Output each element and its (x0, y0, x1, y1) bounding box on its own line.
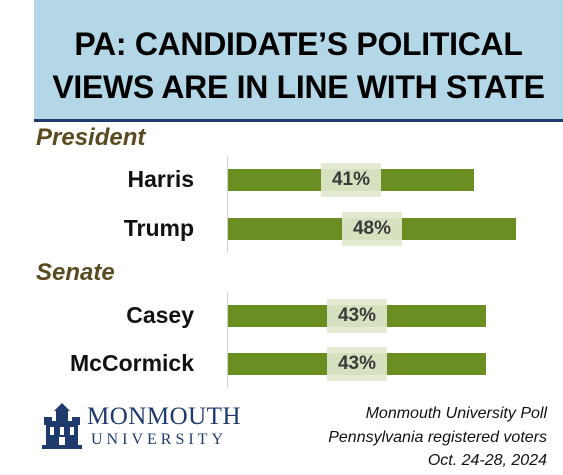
logo-subtitle: UNIVERSITY (91, 431, 227, 448)
value-label: 43% (337, 353, 377, 374)
group-label-senate: Senate (36, 259, 115, 286)
building-icon (42, 403, 82, 449)
value-label: 48% (352, 218, 392, 239)
source-line-3: Oct. 24-28, 2024 (427, 452, 547, 469)
chart-title-line-1: PA: CANDIDATE’S POLITICAL (74, 26, 523, 62)
axis-line (227, 292, 228, 388)
source-line-2: Pennsylvania registered voters (328, 429, 547, 446)
value-label-box (327, 347, 387, 381)
value-label-box (321, 163, 381, 197)
logo-name: MONMOUTH (87, 403, 241, 430)
monmouth-logo: MONMOUTH UNIVERSITY (40, 403, 260, 451)
category-label: Harris (127, 166, 194, 192)
value-label: 43% (337, 305, 377, 326)
category-label: Casey (126, 302, 194, 328)
title-box: PA: CANDIDATE’S POLITICAL VIEWS ARE IN L… (34, 0, 563, 122)
value-label-box (327, 299, 387, 333)
category-label: Trump (123, 215, 194, 241)
value-label: 41% (331, 169, 371, 190)
value-label-box (342, 212, 402, 246)
chart-title-line-2: VIEWS ARE IN LINE WITH STATE (52, 69, 545, 105)
group-label-president: President (36, 124, 146, 151)
source-line-1: Monmouth University Poll (365, 405, 547, 422)
axis-line (227, 156, 228, 253)
category-label: McCormick (70, 350, 194, 376)
